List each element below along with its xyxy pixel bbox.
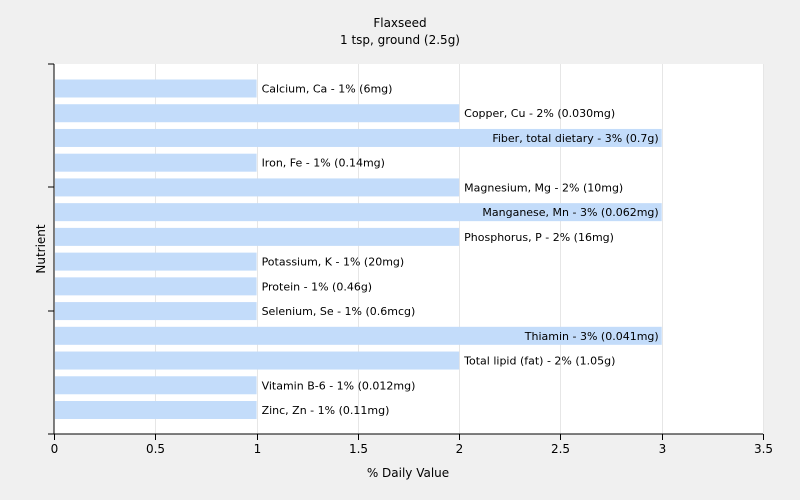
bars: Calcium, Ca - 1% (6mg) Copper, Cu - 2% (0…: [55, 79, 662, 419]
bar-label: Protein - 1% (0.46g): [262, 280, 373, 293]
y-axis-label: Nutrient: [34, 224, 48, 274]
x-tick-label: 3.5: [754, 442, 773, 456]
bar: [55, 79, 257, 98]
bar: [55, 203, 662, 222]
x-tick-label: 0: [51, 442, 59, 456]
bar-label: Calcium, Ca - 1% (6mg): [262, 83, 393, 96]
x-ticks: 0 0.5 1 1.5 2 2.5 3 3.5: [51, 434, 773, 456]
x-tick-label: 2: [456, 442, 464, 456]
x-tick-label: 3: [659, 442, 667, 456]
bar: [55, 376, 257, 395]
bar-label: Magnesium, Mg - 2% (10mg): [464, 181, 623, 194]
bar-label: Manganese, Mn - 3% (0.062mg): [482, 206, 658, 219]
bar: [55, 128, 662, 147]
x-tick-label: 2.5: [551, 442, 570, 456]
bar: [55, 227, 460, 246]
bar: [55, 277, 257, 296]
x-tick-label: 0.5: [146, 442, 165, 456]
chart-subtitle: 1 tsp, ground (2.5g): [340, 33, 460, 47]
bar-label: Iron, Fe - 1% (0.14mg): [262, 157, 385, 170]
bar-label: Fiber, total dietary - 3% (0.7g): [492, 132, 658, 145]
x-tick-label: 1.5: [349, 442, 368, 456]
axes: [48, 63, 763, 435]
bar: [55, 351, 460, 370]
bar-label: Phosphorus, P - 2% (16mg): [464, 231, 614, 244]
bar: [55, 178, 460, 197]
bar-label: Thiamin - 3% (0.041mg): [524, 330, 659, 343]
bar: [55, 252, 257, 271]
bar: [55, 302, 257, 321]
bar-label: Zinc, Zn - 1% (0.11mg): [262, 404, 390, 417]
bar-label: Copper, Cu - 2% (0.030mg): [464, 107, 615, 120]
bar-label: Total lipid (fat) - 2% (1.05g): [463, 355, 615, 368]
gridlines: [155, 64, 764, 434]
bar: [55, 104, 460, 123]
x-axis-label: % Daily Value: [367, 466, 449, 480]
bar-label: Selenium, Se - 1% (0.6mcg): [262, 305, 416, 318]
chart-title: Flaxseed: [373, 16, 426, 30]
x-tick-label: 1: [254, 442, 262, 456]
bar: [55, 401, 257, 419]
bar: [55, 153, 257, 172]
bar: [55, 326, 662, 345]
bar-label: Potassium, K - 1% (20mg): [262, 256, 405, 269]
plot-area: [54, 64, 763, 434]
bar-label: Vitamin B-6 - 1% (0.012mg): [262, 379, 416, 392]
